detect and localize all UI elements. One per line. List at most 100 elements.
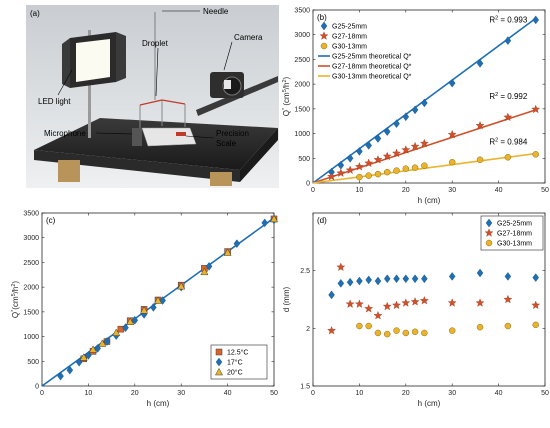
data-point — [327, 171, 336, 181]
data-point — [421, 162, 428, 169]
data-point — [223, 248, 232, 256]
data-point — [421, 98, 428, 108]
x-tick-label: 30 — [448, 390, 456, 397]
y-axis-label-part: (cm — [282, 92, 291, 108]
y-axis-label: d (mm) — [282, 287, 291, 313]
panel-d-chart: 0 10 20 30 40 50 1.5 2 2.5 h (cm) d (mm) (d) G25-25m… — [282, 212, 549, 408]
legend-label: 17°C — [227, 359, 243, 367]
data-point — [532, 151, 539, 158]
data-point — [345, 165, 355, 174]
data-point — [411, 164, 419, 171]
r-squared-annotation: R2 = 0.992 — [489, 92, 528, 101]
data-point — [356, 173, 363, 181]
data-point — [140, 306, 149, 314]
data-point — [150, 303, 157, 312]
y-axis-label-part: (cm — [11, 296, 20, 310]
data-point — [448, 272, 456, 281]
y-axis-label-part: * — [282, 107, 288, 110]
data-point — [392, 300, 401, 309]
data-point — [532, 321, 539, 329]
r-squared-prefix: R — [489, 92, 495, 101]
camera-arrow — [223, 41, 233, 71]
needle-label: Needle — [203, 7, 229, 16]
y-tick-label: 0 — [306, 181, 310, 188]
legend-label: G30-13mm — [332, 44, 367, 51]
legend-marker — [214, 367, 224, 376]
x-tick-label: 20 — [402, 187, 410, 194]
y-axis-label-part: d (mm) — [282, 287, 291, 313]
panel-a-illustration: (a) Needle Camera Droplet LED light Micr… — [26, 5, 279, 188]
data-point — [98, 339, 107, 347]
data-point — [355, 299, 364, 308]
scale-label: Scale — [216, 139, 237, 148]
data-point — [475, 298, 485, 307]
legend-label: 20°C — [227, 369, 243, 377]
y-tick-label: 1500 — [294, 106, 310, 113]
y-axis-label: Q*(cm5/h2) — [11, 281, 20, 319]
data-point — [393, 119, 400, 129]
x-tick-label: 40 — [495, 390, 503, 397]
data-point — [531, 300, 541, 309]
led-barn-door — [116, 32, 126, 82]
r-squared-value: = 0.993 — [498, 15, 528, 24]
axes-box — [41, 212, 275, 387]
data-point — [393, 167, 400, 174]
y-tick-label: 1500 — [23, 309, 39, 316]
data-point — [365, 275, 372, 285]
data-point — [392, 148, 401, 158]
data-point — [346, 277, 354, 287]
table-leg — [58, 160, 80, 182]
legend-marker — [484, 228, 494, 237]
camera-screen — [224, 80, 231, 89]
data-point — [373, 311, 383, 320]
panel-label: (b) — [317, 13, 327, 22]
droplet-label: Droplet — [142, 39, 169, 48]
x-tick-label: 10 — [85, 390, 93, 397]
legend-marker — [320, 42, 328, 50]
x-tick-label: 20 — [402, 390, 410, 397]
y-tick-label: 2.5 — [300, 268, 310, 275]
data-point — [103, 337, 111, 346]
camera-label: Camera — [234, 33, 263, 42]
data-point — [337, 160, 345, 170]
legend-label: G25-25mm — [497, 221, 532, 228]
x-tick-label: 40 — [495, 187, 503, 194]
data-point — [421, 329, 428, 337]
r-squared-sup: 2 — [495, 137, 498, 143]
y-tick-label: 3000 — [23, 235, 39, 242]
data-point — [355, 162, 364, 171]
x-tick-label: 0 — [311, 187, 315, 194]
data-point — [411, 328, 419, 336]
data-point — [503, 294, 513, 304]
legend-label: G30-13mm — [497, 241, 532, 248]
data-point — [364, 304, 374, 313]
r-squared-annotation: R2 = 0.993 — [489, 15, 528, 24]
data-point — [447, 129, 457, 139]
data-point — [364, 158, 374, 167]
y-axis-label-part: * — [11, 309, 17, 312]
data-point — [504, 272, 512, 281]
y-tick-label: 1000 — [23, 334, 39, 341]
data-point — [476, 156, 484, 164]
microphone-label: Microphone — [44, 129, 86, 138]
data-point — [504, 36, 512, 45]
r-squared-prefix: R — [489, 137, 495, 146]
scale-frame-top — [139, 99, 163, 106]
data-point — [532, 15, 539, 25]
data-point — [373, 155, 383, 164]
data-point — [383, 330, 391, 338]
led-light-label: LED light — [38, 97, 71, 106]
data-point — [401, 298, 411, 307]
data-point — [327, 326, 336, 335]
y-axis-label-part: /h — [11, 287, 20, 294]
y-tick-label: 2500 — [294, 57, 310, 64]
scale-frame-top — [161, 99, 186, 105]
panel-b-chart: 0 10 20 30 40 500500100015002000250030003500h… — [282, 8, 549, 206]
r-squared-value: = 0.984 — [498, 137, 528, 146]
data-point — [336, 262, 346, 271]
y-tick-label: 0 — [35, 384, 39, 391]
data-point — [401, 145, 411, 154]
data-point — [393, 327, 400, 334]
data-point — [126, 317, 135, 325]
